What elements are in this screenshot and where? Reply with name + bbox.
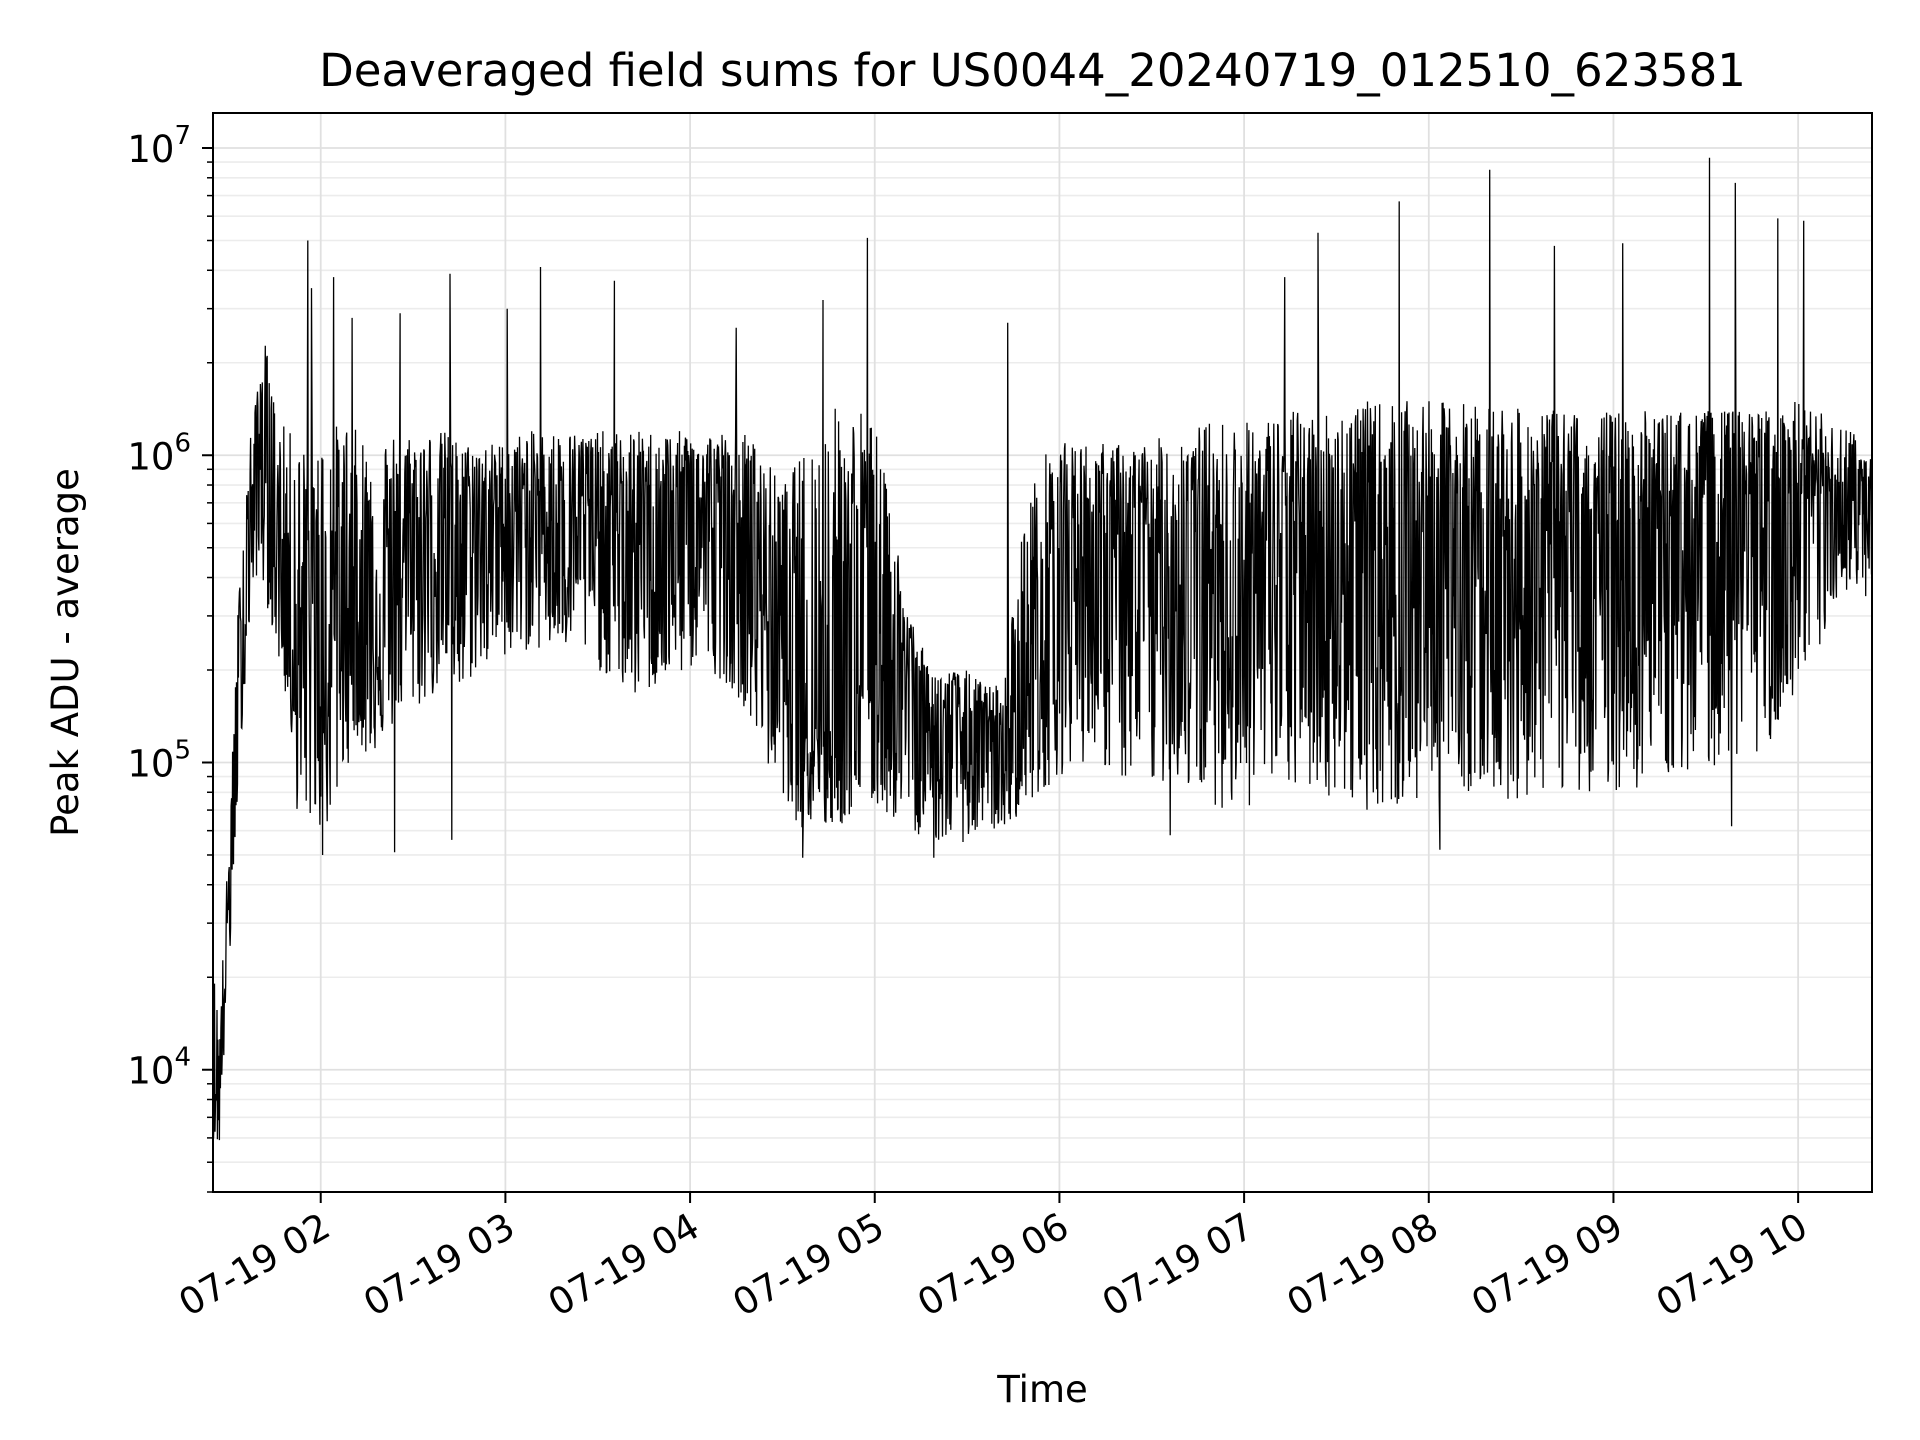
x-tick-label: 07-19 09 bbox=[1464, 1205, 1630, 1325]
x-tick-label: 07-19 02 bbox=[172, 1205, 338, 1325]
y-tick-label: 106 bbox=[127, 428, 191, 478]
x-tick-label: 07-19 03 bbox=[356, 1205, 522, 1325]
x-tick-label: 07-19 05 bbox=[726, 1205, 892, 1325]
x-tick-label: 07-19 08 bbox=[1280, 1205, 1446, 1325]
grid-lines bbox=[213, 113, 1872, 1193]
y-tick-label: 104 bbox=[127, 1043, 191, 1093]
x-tick-label: 07-19 10 bbox=[1649, 1205, 1815, 1325]
y-tick-label: 105 bbox=[127, 735, 191, 785]
y-axis-label: Peak ADU - average bbox=[44, 468, 87, 837]
y-axis: 104 105 106 107 bbox=[127, 121, 213, 1193]
series-line bbox=[212, 157, 1873, 1141]
x-tick-label: 07-19 07 bbox=[1095, 1205, 1261, 1325]
series-group bbox=[212, 157, 1873, 1141]
x-tick-label: 07-19 04 bbox=[541, 1205, 707, 1325]
plot-frame bbox=[212, 112, 1873, 1193]
y-tick-label: 107 bbox=[127, 121, 191, 171]
x-tick-label: 07-19 06 bbox=[910, 1205, 1076, 1325]
x-axis: 07-19 02 07-19 03 07-19 04 07-19 05 07-19 06… bbox=[172, 1192, 1815, 1325]
x-axis-label: Time bbox=[996, 1368, 1088, 1411]
chart-title: Deaveraged field sums for US0044_2024071… bbox=[319, 44, 1746, 97]
